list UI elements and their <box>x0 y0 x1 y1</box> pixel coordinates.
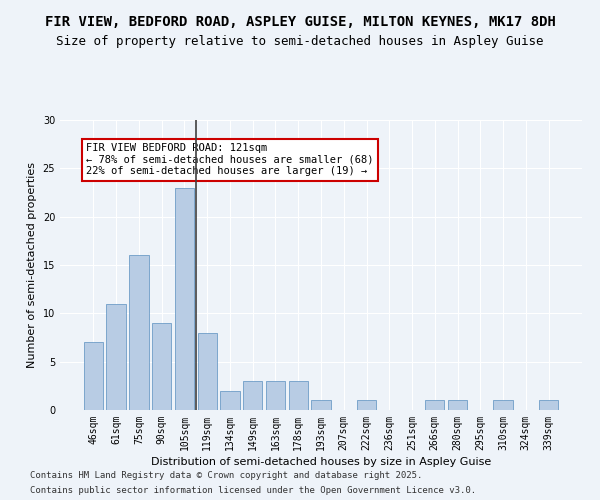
Text: FIR VIEW, BEDFORD ROAD, ASPLEY GUISE, MILTON KEYNES, MK17 8DH: FIR VIEW, BEDFORD ROAD, ASPLEY GUISE, MI… <box>44 15 556 29</box>
Bar <box>84 342 103 410</box>
X-axis label: Distribution of semi-detached houses by size in Aspley Guise: Distribution of semi-detached houses by … <box>151 457 491 467</box>
Bar <box>493 400 513 410</box>
Bar <box>266 381 285 410</box>
Bar <box>152 323 172 410</box>
Bar <box>311 400 331 410</box>
Bar <box>289 381 308 410</box>
Text: Size of property relative to semi-detached houses in Aspley Guise: Size of property relative to semi-detach… <box>56 35 544 48</box>
Bar <box>106 304 126 410</box>
Text: FIR VIEW BEDFORD ROAD: 121sqm
← 78% of semi-detached houses are smaller (68)
22%: FIR VIEW BEDFORD ROAD: 121sqm ← 78% of s… <box>86 143 374 176</box>
Bar <box>357 400 376 410</box>
Bar <box>448 400 467 410</box>
Text: Contains public sector information licensed under the Open Government Licence v3: Contains public sector information licen… <box>30 486 476 495</box>
Bar <box>175 188 194 410</box>
Bar <box>197 332 217 410</box>
Y-axis label: Number of semi-detached properties: Number of semi-detached properties <box>27 162 37 368</box>
Bar <box>425 400 445 410</box>
Bar <box>220 390 239 410</box>
Bar <box>243 381 262 410</box>
Bar <box>539 400 558 410</box>
Bar <box>129 256 149 410</box>
Text: Contains HM Land Registry data © Crown copyright and database right 2025.: Contains HM Land Registry data © Crown c… <box>30 471 422 480</box>
